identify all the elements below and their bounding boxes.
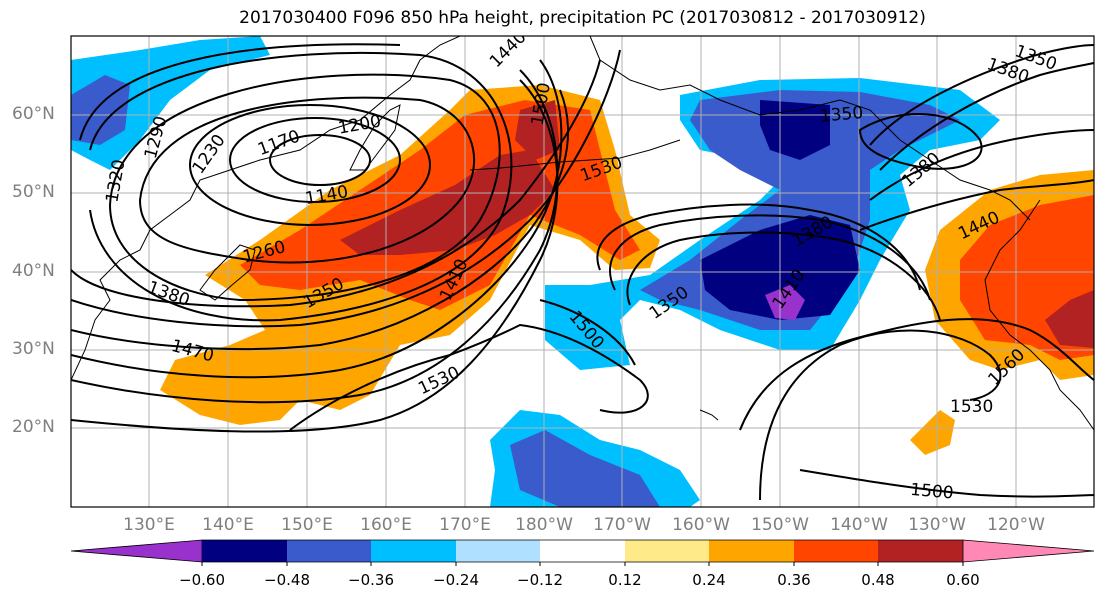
japan-coast <box>199 244 256 301</box>
precip-shading <box>71 36 1094 507</box>
contour-1410-trough <box>626 231 941 321</box>
lon-label: 140°E <box>202 515 254 535</box>
colorbar-extend-high <box>962 539 1095 563</box>
alaska-coast <box>589 36 1031 221</box>
colorbar-segment <box>709 540 794 562</box>
colorbar-segment <box>456 540 540 562</box>
colorbar-segment <box>371 540 456 562</box>
contour-1350-ne <box>869 44 1094 146</box>
contour-1530-east <box>739 318 1094 431</box>
contour-label: 1350 <box>819 103 864 127</box>
contour-label: 1530 <box>950 397 993 417</box>
lon-label: 170°W <box>593 515 651 535</box>
contour-1320 <box>79 43 401 141</box>
contour-1380-trough <box>609 214 931 301</box>
contour-label: 1500 <box>909 480 954 504</box>
lat-label-50n: 50°N <box>12 182 55 202</box>
lon-label: 150°E <box>281 515 333 535</box>
lon-label: 170°E <box>439 515 491 535</box>
lon-label: 160°W <box>672 515 730 535</box>
hawaii-islands <box>699 409 719 421</box>
lon-label: 130°E <box>123 515 175 535</box>
contour-1500 <box>71 79 559 433</box>
contour-1500-south <box>799 469 1094 498</box>
lat-label-30n: 30°N <box>12 339 55 359</box>
colorbar-tick-label: −0.60 <box>179 571 225 589</box>
contour-1290 <box>89 51 513 322</box>
lon-label: 120°W <box>987 515 1045 535</box>
north-america-coast <box>984 199 1094 431</box>
contour-1500-mid <box>539 299 636 366</box>
contour-label: 1440 <box>486 27 531 72</box>
contour-1170 <box>229 117 401 203</box>
contour-1560 <box>759 329 1002 501</box>
contour-1530-west <box>289 323 649 431</box>
colorbar-tick-label: −0.12 <box>517 571 563 589</box>
lat-label-20n: 20°N <box>12 417 55 437</box>
map-title: 2017030400 F096 850 hPa height, precipit… <box>239 8 926 28</box>
precip-negative-nw <box>71 36 270 170</box>
colorbar <box>70 539 1095 566</box>
colorbar-tick-label: 0.36 <box>777 571 811 589</box>
colorbar-tick-label: 0.48 <box>861 571 895 589</box>
asia-coast <box>71 36 461 381</box>
contour-label: 1230 <box>189 131 230 178</box>
lon-label: 150°W <box>751 515 809 535</box>
contour-label: 1200 <box>337 111 383 138</box>
contour-1200 <box>189 104 431 226</box>
contour-1350 <box>71 59 601 308</box>
contour-1410 <box>71 89 569 350</box>
precip-positive-band-core <box>340 150 555 255</box>
colorbar-segment <box>794 540 878 562</box>
contour-1440 <box>71 59 563 379</box>
colorbar-segment <box>540 540 625 562</box>
contour-1260 <box>108 73 501 302</box>
colorbar-segment <box>625 540 709 562</box>
lat-label-40n: 40°N <box>12 261 55 281</box>
lon-label: 130°W <box>908 515 966 535</box>
contour-1380 <box>71 49 621 328</box>
colorbar-tick-label: −0.24 <box>433 571 479 589</box>
colorbar-tick-label: 0.12 <box>608 571 642 589</box>
contour-label: 1530 <box>415 363 463 399</box>
contour-alaska-low <box>858 113 983 170</box>
contour-1380-ne <box>879 62 1094 171</box>
colorbar-segment <box>287 540 371 562</box>
lon-label: 140°W <box>830 515 888 535</box>
lat-label-60n: 60°N <box>12 104 55 124</box>
precip-positive-east-core <box>1045 290 1094 348</box>
precip-negative-purple <box>765 285 805 320</box>
colorbar-segment <box>878 540 963 562</box>
colorbar-segment <box>202 540 287 562</box>
colorbar-extend-low <box>70 539 203 563</box>
height-contours <box>71 43 1094 501</box>
contour-1440-ridge <box>859 179 1094 231</box>
colorbar-tick-label: 0.24 <box>692 571 726 589</box>
colorbar-tick-label: −0.48 <box>264 571 310 589</box>
precip-positive-south <box>910 410 955 455</box>
contour-1350-trough <box>596 203 921 291</box>
contour-1140 <box>269 134 371 186</box>
colorbar-tick-label: 0.60 <box>946 571 980 589</box>
colorbar-tick-label: −0.36 <box>348 571 394 589</box>
contour-1230 <box>138 96 476 264</box>
lon-label: 160°E <box>360 515 412 535</box>
map-frame <box>70 35 1095 508</box>
contour-1410-ne <box>869 129 1094 201</box>
lon-label: 180°W <box>515 515 573 535</box>
